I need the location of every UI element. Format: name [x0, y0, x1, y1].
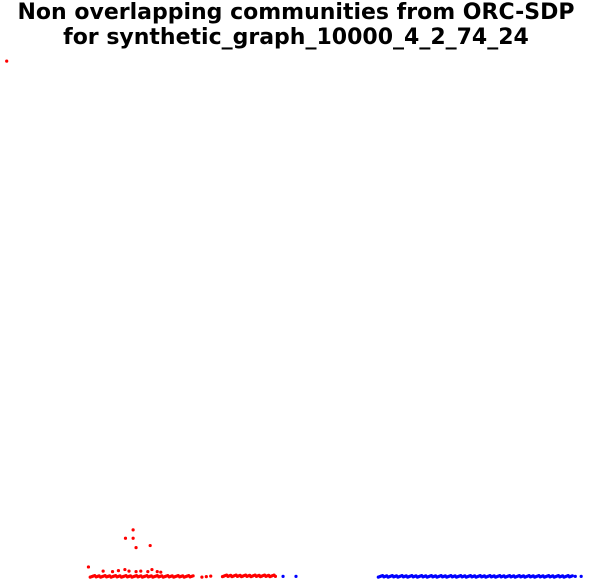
scatter-point-0-5 — [148, 543, 152, 548]
chart-title-line-2: for synthetic_graph_10000_4_2_74_24 — [63, 25, 529, 50]
scatter-point-0-0 — [5, 59, 9, 63]
scatter-point-0-7 — [101, 569, 105, 573]
scatter-point-0-13 — [139, 569, 143, 573]
scatter-point-1-0 — [281, 574, 285, 578]
chart-title-line-1: Non overlapping communities from ORC-SDP — [17, 0, 575, 25]
scatter-point-0-8 — [110, 570, 115, 574]
scatter-point-0-6 — [86, 565, 91, 569]
scatter-point-0-1 — [131, 528, 135, 532]
scatter-point-0-90 — [209, 574, 213, 578]
scatter-point-0-130 — [273, 574, 278, 578]
scatter-point-0-10 — [123, 567, 127, 572]
scatter-point-0-87 — [191, 574, 195, 578]
scatter-point-0-4 — [134, 546, 138, 550]
scatter-point-0-2 — [123, 536, 128, 540]
scatter-point-0-88 — [200, 575, 204, 579]
scatter-point-0-16 — [155, 570, 159, 574]
scatter-point-1-1 — [294, 574, 298, 578]
scatter-point-0-3 — [131, 536, 135, 540]
scatter-point-0-12 — [134, 570, 138, 574]
scatter-point-0-9 — [116, 569, 121, 573]
scatter-point-1-143 — [570, 574, 574, 578]
scatter-point-0-15 — [150, 567, 154, 572]
scatter-point-1-2 — [573, 574, 577, 578]
chart-title: Non overlapping communities from ORC-SDP… — [0, 0, 592, 50]
scatter-point-0-17 — [159, 570, 163, 574]
scatter-point-0-14 — [146, 570, 150, 574]
scatter-point-1-3 — [579, 574, 583, 578]
scatter-point-0-89 — [204, 575, 208, 579]
scatter-point-0-11 — [127, 569, 131, 573]
